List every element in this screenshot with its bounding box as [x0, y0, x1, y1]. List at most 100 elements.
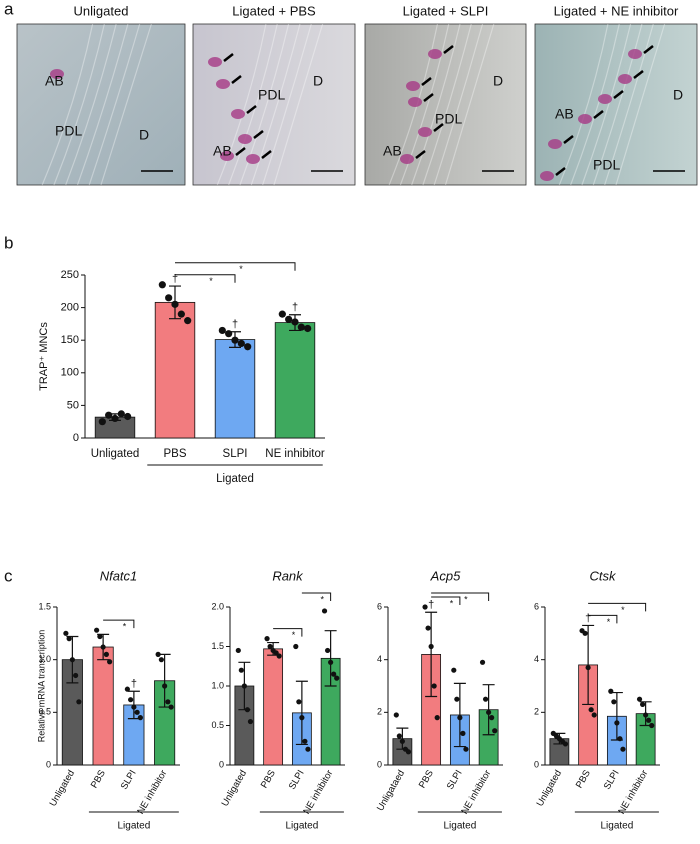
- y-tick-label: 250: [61, 269, 79, 281]
- bar: [92, 646, 114, 766]
- chart-title: Nfatc1: [100, 568, 138, 583]
- title-bg: [536, 2, 696, 22]
- data-point: [463, 746, 469, 752]
- tissue-line: [399, 23, 450, 186]
- tissue-line: [570, 23, 620, 186]
- y-tick-label: 1.0: [38, 654, 51, 664]
- data-point: [611, 699, 617, 705]
- micrograph-image: [16, 23, 186, 186]
- y-tick-label: 6: [534, 601, 539, 611]
- arrow: [261, 150, 272, 159]
- title-bg: [366, 2, 525, 22]
- significance-label: *: [123, 622, 127, 632]
- y-tick-label: 0.5: [211, 720, 224, 730]
- data-point: [328, 659, 334, 665]
- micrograph: Unligated AB PDL D: [16, 2, 186, 186]
- arrow: [633, 70, 644, 79]
- data-point: [244, 343, 252, 351]
- y-tick-label: 1.5: [38, 601, 51, 611]
- dagger: †: [585, 612, 591, 624]
- arrow: [235, 147, 246, 156]
- x-tick-label: PBS: [574, 768, 593, 790]
- tissue-line: [433, 23, 484, 186]
- region-label: AB: [555, 106, 574, 122]
- data-point: [405, 749, 412, 755]
- data-point: [588, 707, 594, 713]
- y-tick-label: 100: [61, 367, 79, 379]
- chart-title: Rank: [272, 568, 304, 583]
- data-point: [218, 326, 226, 335]
- significance-label: *: [209, 276, 213, 286]
- significance-bracket: [175, 274, 236, 283]
- stain: [231, 109, 245, 119]
- arrow: [223, 53, 234, 62]
- data-point: [425, 625, 431, 631]
- data-point: [649, 722, 655, 729]
- data-point: [393, 712, 399, 718]
- significance-label: *: [450, 598, 454, 608]
- data-point: [165, 294, 173, 302]
- arrow: [643, 45, 654, 54]
- data-point: [98, 418, 106, 426]
- stain: [418, 127, 432, 137]
- dagger: †: [292, 302, 298, 314]
- error-bar: [324, 630, 337, 687]
- data-point: [63, 630, 69, 636]
- y-tick-label: 0: [73, 432, 79, 444]
- stain: [238, 134, 252, 144]
- panel-label: c: [4, 566, 13, 585]
- micrograph-image: [534, 23, 698, 186]
- significance-label: *: [320, 594, 324, 604]
- region-label: D: [313, 73, 323, 89]
- y-tick-label: 50: [67, 399, 79, 411]
- significance-label: *: [292, 630, 296, 640]
- data-point: [276, 653, 282, 659]
- x-tick-label: Unligated: [48, 768, 78, 808]
- data-point: [291, 318, 299, 326]
- data-point: [324, 647, 331, 654]
- bar: [154, 301, 196, 439]
- x-tick-label: NE inhibitor: [459, 768, 493, 816]
- x-tick-label: NE inhibitor: [616, 768, 650, 816]
- data-point: [486, 709, 492, 715]
- tissue-line: [411, 23, 461, 186]
- region-label: AB: [383, 143, 402, 159]
- arrow: [246, 105, 257, 114]
- significance-bracket: [588, 602, 647, 612]
- micrograph: Ligated + PBS PDL D AB: [192, 2, 356, 186]
- x-tick-label: Unligataed: [375, 768, 407, 813]
- data-point: [591, 712, 597, 718]
- y-tick-label: 2: [377, 707, 382, 717]
- stain: [216, 79, 230, 89]
- tissue-line: [239, 23, 290, 186]
- stain: [408, 97, 422, 107]
- region-label: D: [139, 127, 149, 143]
- significance-bracket: [431, 592, 490, 601]
- data-point: [171, 300, 179, 308]
- data-point: [134, 709, 140, 715]
- data-point: [165, 699, 171, 705]
- data-point: [299, 715, 305, 721]
- stain: [628, 49, 642, 59]
- stain: [406, 81, 420, 91]
- significance-label: *: [239, 264, 243, 274]
- tissue-line: [216, 23, 267, 186]
- significance-label: *: [607, 617, 611, 627]
- data-point: [304, 324, 312, 333]
- tissue-line: [604, 23, 654, 186]
- y-tick-label: 0: [534, 759, 539, 769]
- data-point: [241, 683, 247, 689]
- data-point: [492, 728, 498, 734]
- data-point: [454, 696, 460, 702]
- x-tick-label: Unligated: [91, 448, 140, 460]
- chart-title: Ctsk: [590, 568, 618, 583]
- y-tick-label: 0: [219, 759, 224, 769]
- image-title: Unligated: [74, 3, 129, 18]
- data-point: [107, 659, 113, 665]
- x-tick-label: PBS: [89, 768, 108, 790]
- region-label: PDL: [258, 87, 285, 103]
- data-point: [562, 741, 569, 747]
- arrow: [433, 123, 444, 132]
- data-point: [434, 715, 440, 721]
